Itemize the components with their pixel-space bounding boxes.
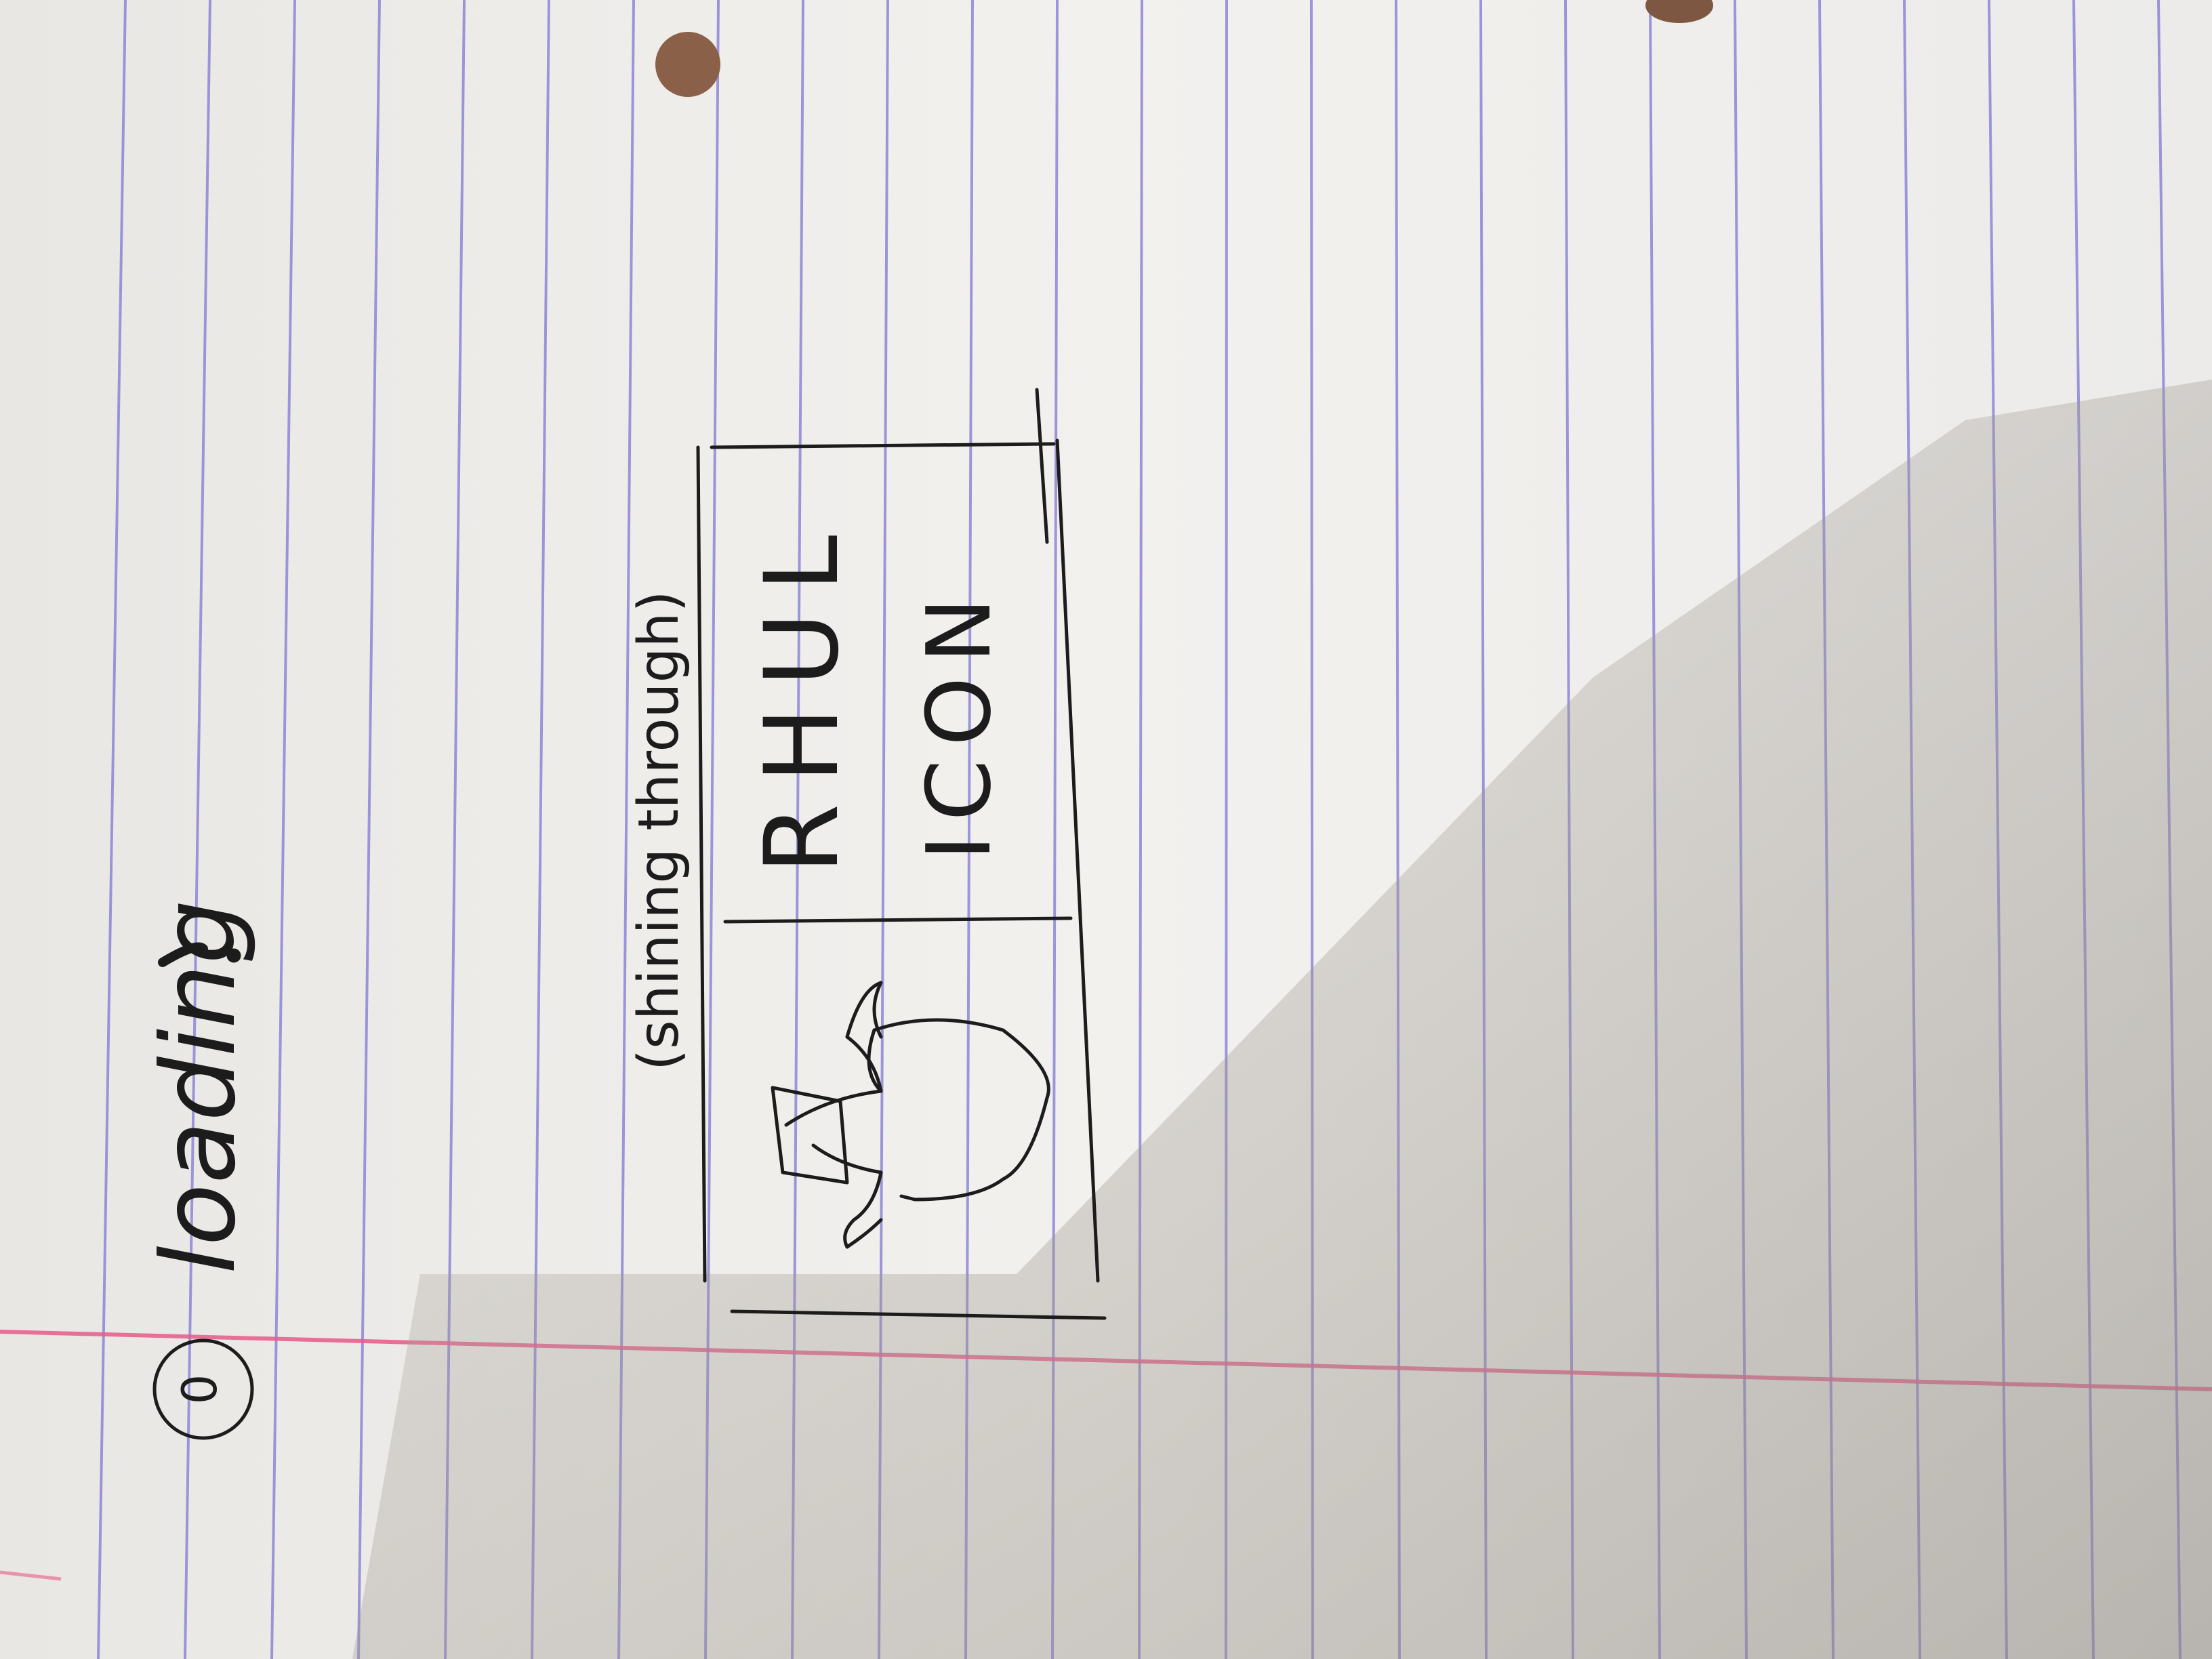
handwritten-exclamation-icon bbox=[158, 942, 241, 967]
cast-shadow bbox=[352, 380, 2212, 1659]
step-number: 0 bbox=[172, 1374, 228, 1405]
annotation-text: (shining through) bbox=[627, 591, 691, 1071]
ruled-line bbox=[97, 0, 127, 1659]
ruled-line bbox=[270, 0, 296, 1659]
margin-line-edge bbox=[0, 1570, 62, 1581]
shield-crest-icon bbox=[867, 1018, 1050, 1202]
logo-text-line1: RHUL bbox=[743, 515, 861, 874]
logo-text-line2: ICON bbox=[907, 583, 1010, 861]
punch-hole-icon bbox=[655, 32, 720, 97]
step-number-badge: 0 bbox=[152, 1338, 254, 1440]
screen-frame bbox=[696, 388, 1107, 1320]
ruled-line bbox=[357, 0, 381, 1659]
punch-hole-icon bbox=[1645, 0, 1713, 23]
ruled-line bbox=[184, 0, 211, 1659]
graduation-mortarboard-icon bbox=[771, 981, 883, 1249]
